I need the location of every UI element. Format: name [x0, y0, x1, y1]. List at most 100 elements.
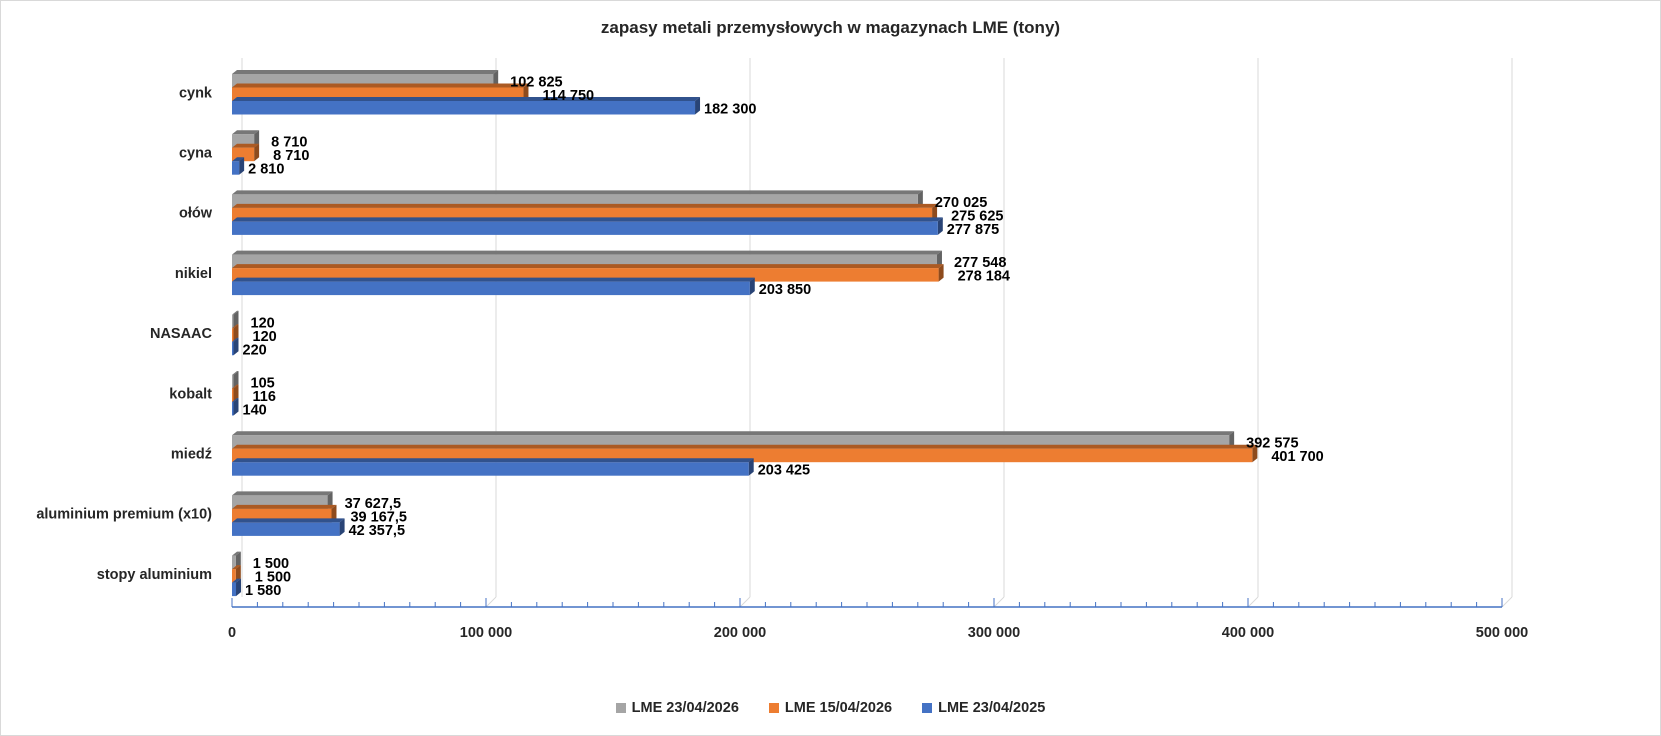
bar-top [232, 384, 239, 389]
legend-label: LME 23/04/2026 [631, 700, 739, 716]
value-label: 203 425 [758, 463, 810, 479]
bar-side [233, 324, 239, 342]
gridline-floor [739, 596, 751, 608]
x-tick-label: 0 [228, 625, 236, 641]
bar-top [232, 458, 754, 463]
value-label: 140 [243, 403, 267, 419]
bar-top [232, 157, 245, 162]
bar [232, 310, 239, 329]
legend-label: LME 23/04/2025 [938, 700, 1046, 716]
bar [232, 337, 239, 356]
x-tick-label: 200 000 [714, 625, 766, 641]
bar-top [232, 83, 529, 88]
bar-side [233, 371, 239, 389]
value-label: 2 810 [248, 162, 284, 178]
value-label: 8 710 [271, 135, 307, 151]
bar-top [232, 431, 1235, 436]
value-label: 42 357,5 [349, 523, 405, 539]
gridline-floor [485, 596, 497, 608]
bar [232, 578, 242, 597]
bar-top [232, 130, 260, 135]
gridlines [241, 58, 1513, 608]
legend-swatch [615, 703, 626, 713]
value-label: 120 [253, 329, 277, 345]
bar-side [233, 384, 239, 402]
value-label: 120 [251, 315, 275, 331]
bar-side [523, 83, 529, 101]
gridline-floor [993, 596, 1005, 608]
bar-side [937, 217, 943, 235]
bar [232, 384, 239, 402]
value-label: 278 184 [958, 269, 1010, 285]
legend-swatch [768, 703, 779, 713]
bar-side [748, 458, 754, 476]
value-label: 116 [253, 389, 276, 405]
legend: LME 23/04/2026 LME 15/04/2026 LME 23/04/… [0, 700, 1661, 716]
bar-side [254, 130, 260, 148]
bars [232, 70, 1258, 597]
bar-side [331, 504, 337, 523]
legend-label: LME 15/04/2026 [784, 700, 893, 716]
bar-side [327, 491, 333, 509]
bar-side [493, 70, 499, 88]
bar-side [236, 578, 242, 597]
bar-top [232, 250, 942, 255]
value-label: 401 700 [1271, 449, 1323, 465]
bar-top [232, 518, 345, 523]
bar-front [232, 555, 236, 570]
bar-front [232, 462, 749, 476]
bar-side [233, 337, 239, 356]
bar-side [339, 518, 345, 536]
category-label: nikiel [175, 266, 212, 282]
value-label: 37 627,5 [345, 496, 401, 512]
bar-side [235, 565, 241, 583]
bar-top [232, 324, 239, 329]
category-label: miedź [171, 446, 212, 462]
category-labels: cynk cyna ołów nikiel NASAAC kobalt miedź alumi… [36, 85, 213, 583]
bar-front [232, 375, 234, 389]
value-label: 1 580 [245, 583, 281, 599]
legend-item: LME 23/04/2026 [615, 700, 739, 716]
value-label: 182 300 [704, 102, 756, 118]
bar-top [232, 97, 701, 101]
bar-top [232, 70, 499, 74]
bar-side [1252, 444, 1258, 463]
category-label: cynk [179, 85, 213, 101]
value-label: 102 825 [510, 75, 562, 91]
category-label: NASAAC [150, 326, 213, 342]
bar-front [232, 582, 237, 597]
bar-side [235, 551, 241, 570]
bar [232, 217, 943, 235]
x-axis [231, 598, 1503, 608]
category-label: stopy aluminium [97, 567, 212, 583]
bar [232, 518, 345, 536]
bar-top [232, 310, 239, 315]
x-tick-label: 500 000 [1476, 625, 1528, 641]
bar-side [749, 277, 755, 296]
bar-top [232, 264, 944, 269]
bar [232, 324, 239, 342]
x-tick-label: 100 000 [460, 625, 512, 641]
category-label: kobalt [169, 386, 212, 402]
value-label: 203 850 [759, 282, 811, 298]
value-label: 8 710 [273, 148, 309, 164]
value-label: 39 167,5 [350, 509, 406, 525]
bar-top [232, 551, 241, 556]
bar-front [232, 314, 234, 329]
bar-top [232, 277, 755, 282]
value-label: 1 500 [255, 570, 291, 586]
bar-top [232, 203, 938, 208]
value-label: 114 750 [542, 88, 594, 104]
bar-side [938, 264, 944, 282]
bar [232, 97, 701, 115]
chart-title: zapasy metali przemysłowych w magazynach… [600, 18, 1061, 37]
bar-side [917, 190, 923, 208]
value-label: 220 [243, 342, 267, 358]
bar-top [232, 371, 239, 375]
bar-side [233, 398, 239, 416]
value-label: 277 875 [947, 222, 999, 238]
bar-front [232, 161, 240, 175]
bar [232, 277, 755, 296]
